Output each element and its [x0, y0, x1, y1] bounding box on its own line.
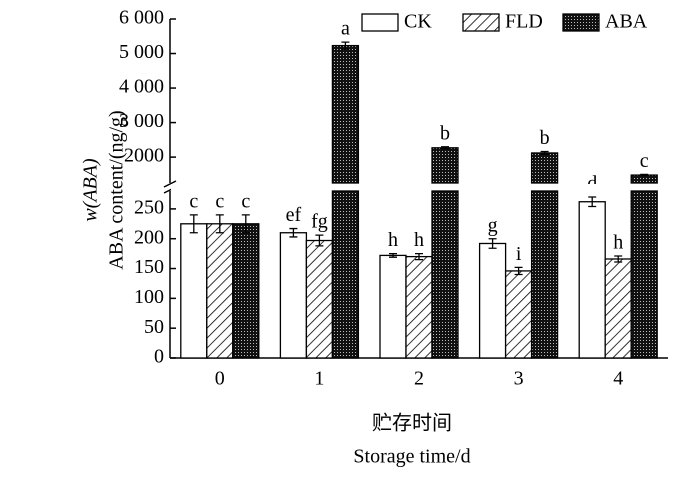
y-tick-label: 100: [134, 286, 164, 308]
y-tick-label: 150: [134, 256, 164, 278]
x-tick-label: 4: [613, 368, 623, 390]
legend-swatch: [562, 13, 600, 32]
annotation: h: [613, 232, 623, 254]
bar: [578, 201, 606, 359]
y-tick-label: 2000: [124, 145, 164, 167]
y-tick-label: 4 000: [119, 76, 164, 98]
y-tick-label: 5 000: [119, 41, 164, 63]
x-tick-label: 2: [414, 368, 424, 390]
error-bar: [588, 196, 597, 208]
break-gap: [171, 184, 669, 190]
annotation: c: [241, 190, 250, 212]
bar: [630, 190, 658, 359]
bar: [305, 239, 334, 359]
annotation: fg: [311, 211, 328, 233]
annotation: c: [189, 190, 198, 212]
error-bar: [514, 266, 523, 276]
legend-label: ABA: [605, 11, 648, 33]
error-bar: [315, 234, 324, 247]
error-bar: [215, 214, 224, 234]
y-label: w(ABA): [80, 158, 102, 222]
annotation: g: [488, 214, 498, 236]
error-bar: [289, 227, 298, 238]
annotation: h: [388, 229, 398, 251]
axis-break: [163, 180, 177, 188]
annotation: c: [215, 190, 224, 212]
y-tick-label: 3 000: [119, 110, 164, 132]
x-tick-label: 1: [314, 368, 324, 390]
annotation: c: [640, 150, 649, 172]
y-label: ABA content/(ng/g): [106, 110, 128, 269]
y-tick-label: 6 000: [119, 7, 164, 29]
bar: [180, 223, 208, 359]
bar: [379, 254, 407, 359]
legend-swatch: [361, 13, 399, 32]
x-tick-label: 3: [514, 368, 524, 390]
bar: [478, 242, 507, 359]
error-bar: [389, 252, 397, 258]
legend-label: CK: [404, 11, 432, 33]
y-tick-label: 0: [154, 346, 164, 368]
legend-label: FLD: [505, 11, 543, 33]
x-label: 贮存时间: [372, 412, 452, 435]
bar: [604, 258, 632, 359]
bar: [232, 223, 260, 359]
error-bar: [415, 252, 423, 261]
error-bar: [614, 255, 623, 263]
bar: [331, 44, 360, 184]
bar: [431, 190, 459, 359]
annotation: h: [414, 229, 424, 251]
bar: [331, 190, 360, 359]
y-tick-label: 250: [134, 196, 164, 218]
y-tick-label: 50: [144, 316, 164, 338]
annotation: d: [587, 173, 597, 195]
bar: [530, 152, 559, 184]
annotation: b: [440, 122, 450, 144]
error-bar: [189, 214, 198, 234]
x-label: Storage time/d: [353, 446, 470, 468]
error-bar: [488, 238, 497, 249]
error-bar: [341, 41, 350, 50]
annotation: i: [516, 243, 522, 265]
annotation: b: [540, 127, 550, 149]
bar: [279, 232, 308, 359]
bar: [504, 270, 533, 359]
error-bar: [640, 173, 649, 177]
legend-swatch: [462, 13, 500, 32]
x-tick-label: 0: [215, 368, 225, 390]
annotation: a: [341, 18, 350, 40]
annotation: ef: [286, 204, 302, 226]
error-bar: [540, 150, 549, 155]
bar: [405, 255, 433, 359]
bar: [431, 147, 459, 184]
error-bar: [241, 214, 250, 234]
bar: [530, 190, 559, 359]
error-bar: [441, 146, 449, 150]
y-tick-label: 200: [134, 226, 164, 248]
bar: [206, 223, 234, 359]
